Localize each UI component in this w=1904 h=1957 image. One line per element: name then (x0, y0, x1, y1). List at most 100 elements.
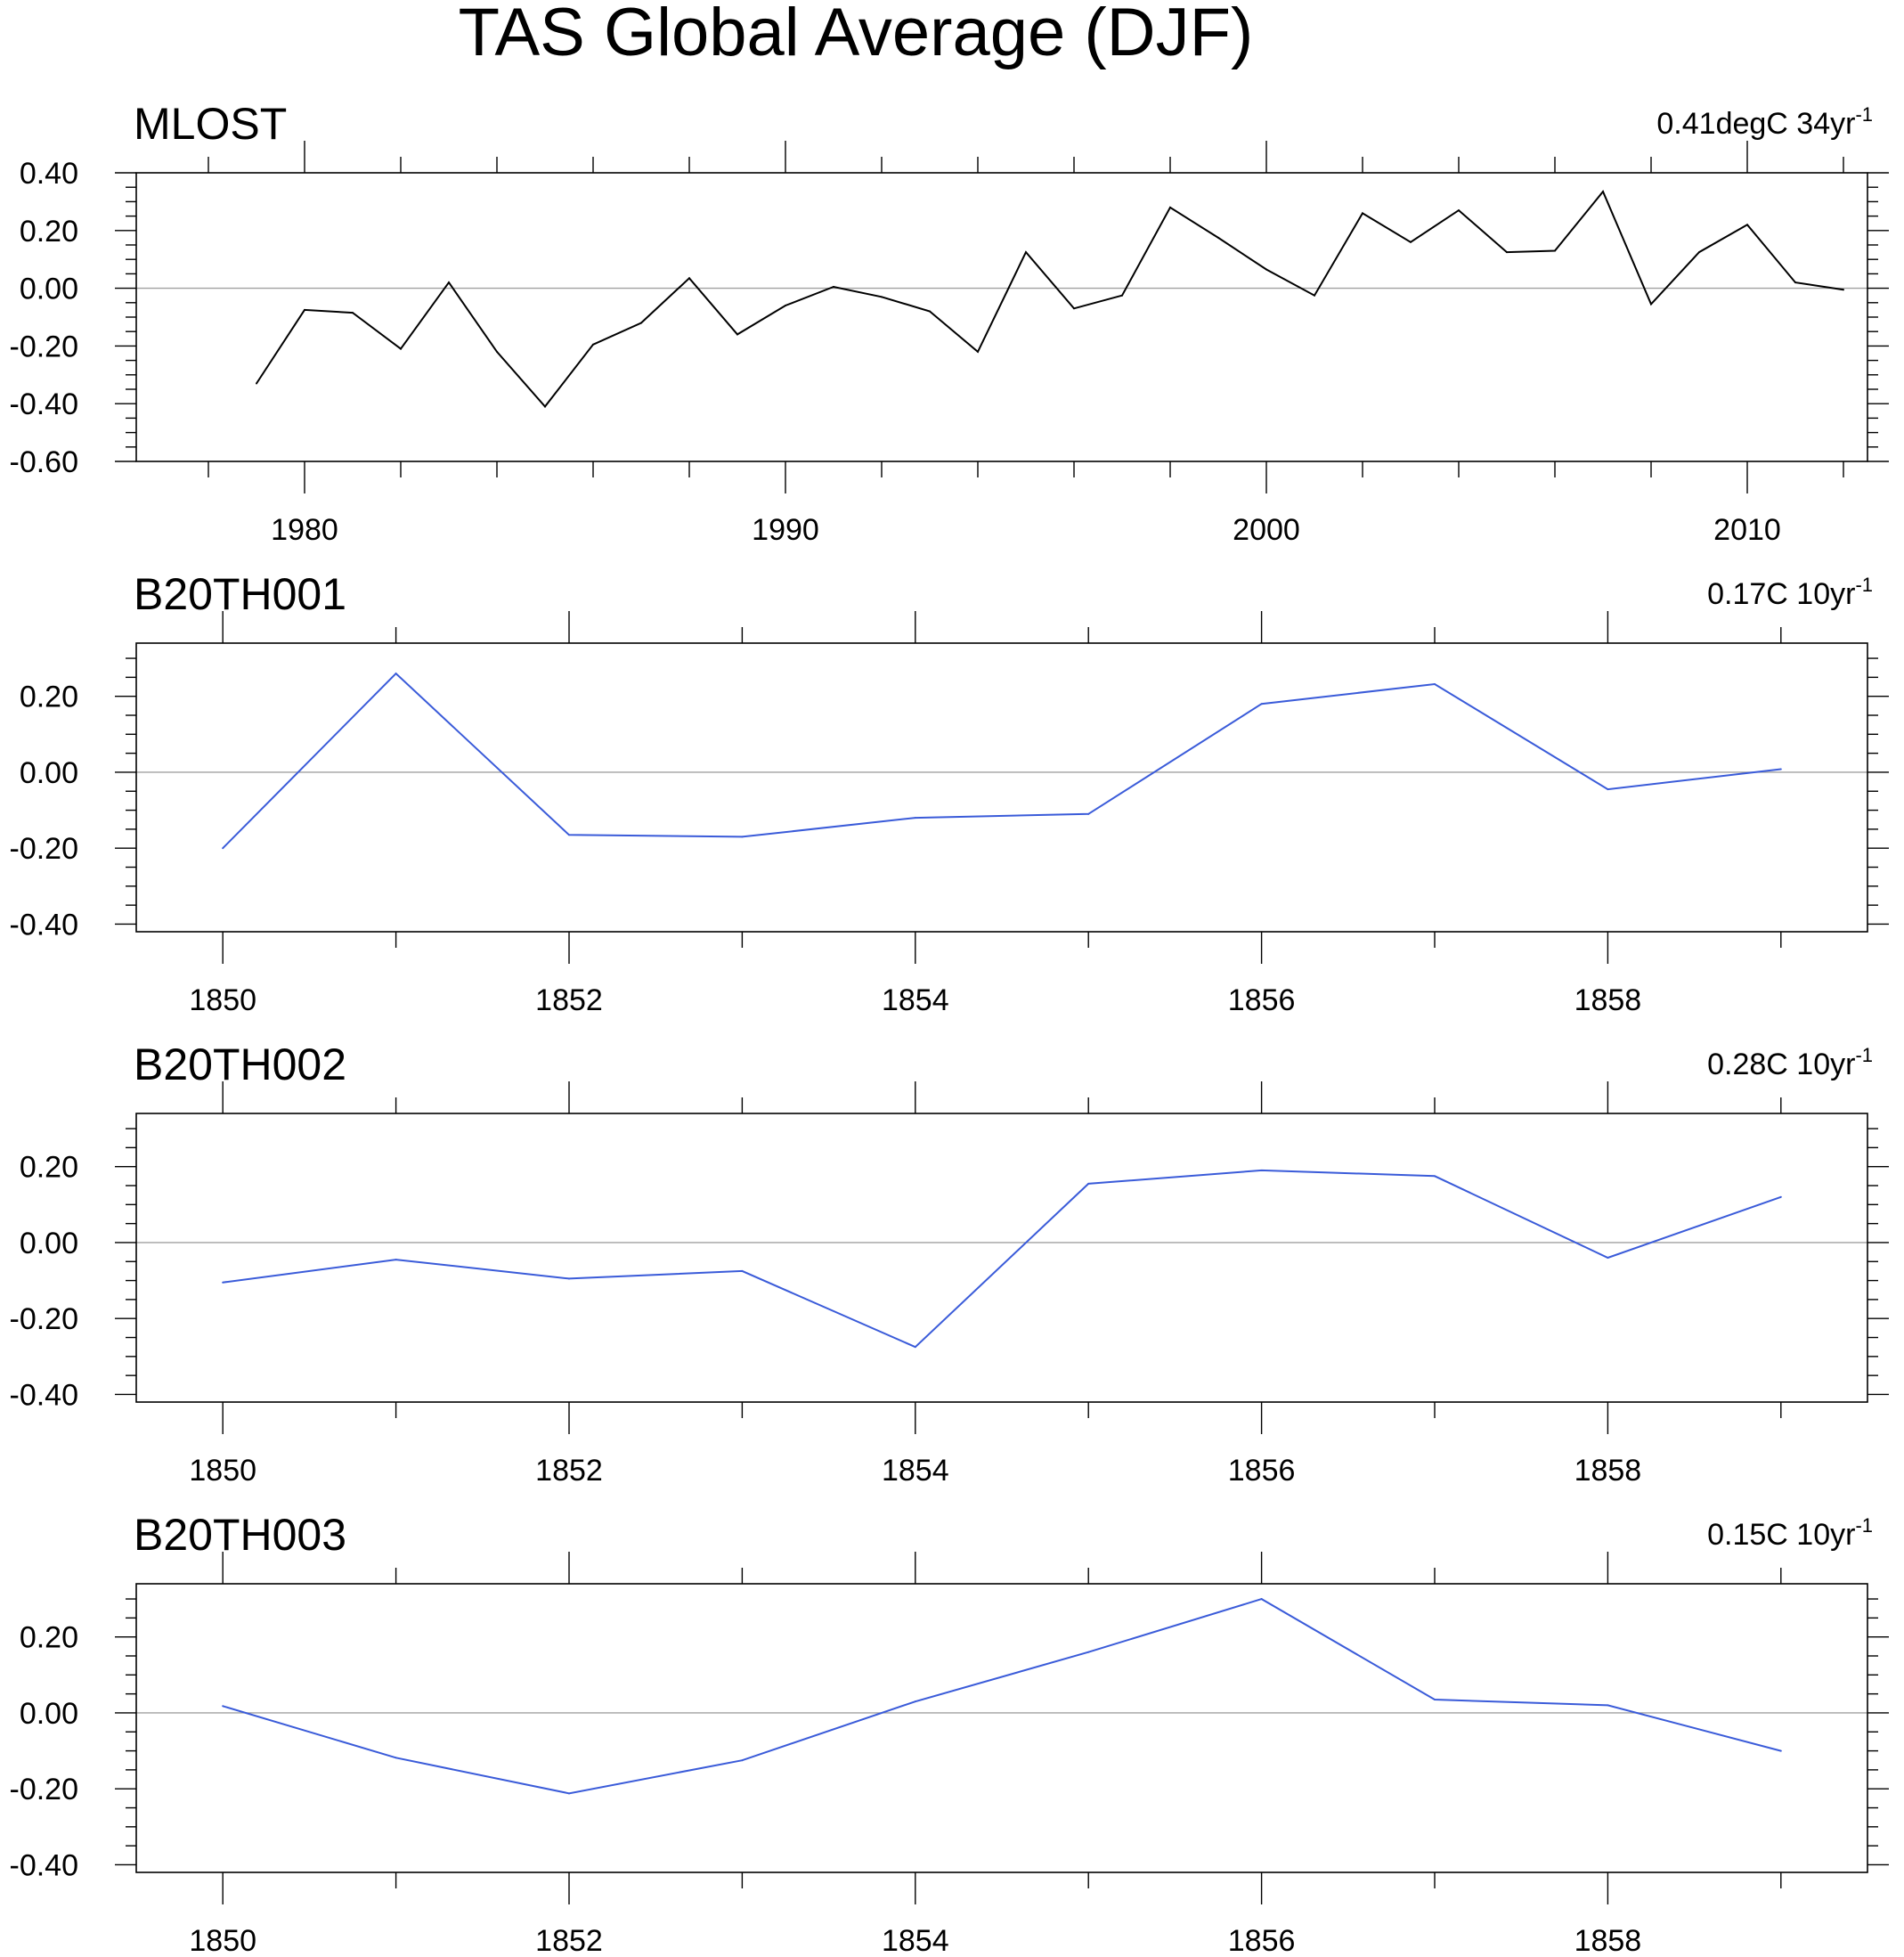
data-point (688, 277, 690, 280)
y-tick-label: 0.20 (20, 1151, 78, 1185)
data-point (1434, 1699, 1436, 1701)
y-tick-label: -0.40 (10, 1378, 79, 1412)
data-point (448, 281, 450, 284)
data-point (1794, 281, 1796, 284)
y-tick-label: -0.40 (10, 908, 79, 942)
data-point (1506, 251, 1508, 254)
panel-name: B20TH001 (134, 569, 346, 619)
y-tick-label: 0.40 (20, 157, 78, 191)
data-point (1779, 768, 1782, 771)
data-point (741, 1759, 744, 1762)
trend-label: 0.41degC 34yr-1 (1656, 103, 1873, 141)
y-tick-label: 0.00 (20, 273, 78, 306)
x-tick-label: 1850 (189, 1454, 256, 1488)
y-tick-label: -0.40 (10, 387, 79, 421)
data-point (1602, 191, 1604, 193)
data-point (1607, 1257, 1609, 1259)
x-tick-label: 1854 (882, 983, 949, 1017)
y-tick-label: -0.40 (10, 1848, 79, 1882)
panel-mlost: MLOST 0.41degC 34yr-1 0.40 0.20 0.00 -0.20 -0.… (10, 99, 1889, 547)
x-tick-label: 1852 (535, 983, 603, 1017)
plot-frame (135, 642, 1868, 933)
data-point (1087, 812, 1090, 815)
data-point (914, 817, 916, 819)
y-tick-label: -0.20 (10, 330, 79, 363)
y-tick-label: 0.20 (20, 681, 78, 714)
data-point (1779, 1749, 1782, 1752)
data-point (914, 1346, 916, 1349)
x-tick-label: 1850 (189, 983, 256, 1017)
data-point (400, 347, 402, 350)
data-point (741, 836, 744, 838)
trend-label: 0.17C 10yr-1 (1707, 574, 1873, 611)
data-point (544, 405, 546, 408)
series-line-mlost (256, 190, 1844, 408)
x-tick-label: 1850 (189, 1924, 256, 1957)
data-point (1698, 251, 1700, 254)
series-line-b20th001 (222, 672, 1781, 849)
panel-name: B20TH003 (134, 1510, 346, 1560)
data-point (977, 350, 979, 353)
x-tick-label: 1852 (535, 1924, 603, 1957)
data-point (1434, 683, 1436, 686)
data-point (1121, 294, 1123, 297)
data-point (1746, 224, 1748, 226)
data-point (1554, 249, 1556, 252)
data-point (1779, 1195, 1782, 1198)
data-point (1260, 1598, 1263, 1601)
data-point (1073, 307, 1075, 310)
data-point (568, 1277, 570, 1280)
y-tick-label: 0.20 (20, 215, 78, 249)
plot-frame (135, 172, 1868, 462)
data-point (785, 305, 786, 307)
data-point (736, 333, 738, 336)
x-tick-label: 1858 (1574, 1924, 1642, 1957)
data-point (304, 308, 305, 311)
data-point (741, 1269, 744, 1272)
data-point (1025, 251, 1027, 254)
data-point (1314, 294, 1315, 297)
data-point (222, 1705, 224, 1708)
data-point (929, 310, 931, 313)
y-tick-label: -0.20 (10, 1773, 79, 1806)
y-tick-label: 0.00 (20, 756, 78, 790)
series-line-b20th003 (222, 1598, 1782, 1795)
data-point (222, 1281, 224, 1284)
data-point (881, 296, 883, 298)
panel-name: B20TH002 (134, 1040, 346, 1089)
data-point (1362, 212, 1363, 215)
series-line-b20th002 (223, 1169, 1782, 1349)
x-tick-label: 1858 (1574, 1454, 1642, 1488)
data-point (1434, 1175, 1436, 1178)
y-tick-label: -0.60 (10, 445, 79, 479)
y-tick-label: -0.20 (10, 832, 79, 866)
y-tick-label: 0.00 (20, 1697, 78, 1731)
data-point (1607, 788, 1609, 791)
data-point (640, 322, 642, 324)
chart-panels: MLOST 0.41degC 34yr-1 0.40 0.20 0.00 -0.20 -0.… (10, 99, 1889, 1957)
data-point (1260, 1169, 1263, 1171)
data-point (395, 1757, 397, 1759)
data-point (395, 1259, 397, 1261)
data-point (1650, 303, 1652, 306)
plot-frame (135, 1583, 1868, 1873)
x-tick-label: 2010 (1713, 513, 1781, 547)
panel-b20th003: B20TH003 0.15C 10yr-1 0.20 0.00 -0.20 -0.40 18… (10, 1510, 1889, 1957)
data-point (1260, 703, 1263, 705)
trend-label: 0.28C 10yr-1 (1707, 1044, 1873, 1081)
data-point (1265, 268, 1267, 271)
data-point (1087, 1651, 1090, 1653)
x-tick-label: 1852 (535, 1454, 603, 1488)
y-tick-label: -0.20 (10, 1302, 79, 1336)
y-tick-label: 0.00 (20, 1227, 78, 1260)
x-tick-label: 1854 (882, 1454, 949, 1488)
panel-b20th001: B20TH001 0.17C 10yr-1 0.20 0.00 -0.20 -0.40 18… (10, 569, 1889, 1017)
x-tick-label: 1858 (1574, 983, 1642, 1017)
data-point (1607, 1704, 1609, 1707)
data-point (1458, 209, 1460, 212)
data-point (1410, 241, 1412, 243)
x-tick-label: 1990 (752, 513, 819, 547)
data-point (1169, 206, 1171, 208)
data-point (1217, 236, 1219, 239)
